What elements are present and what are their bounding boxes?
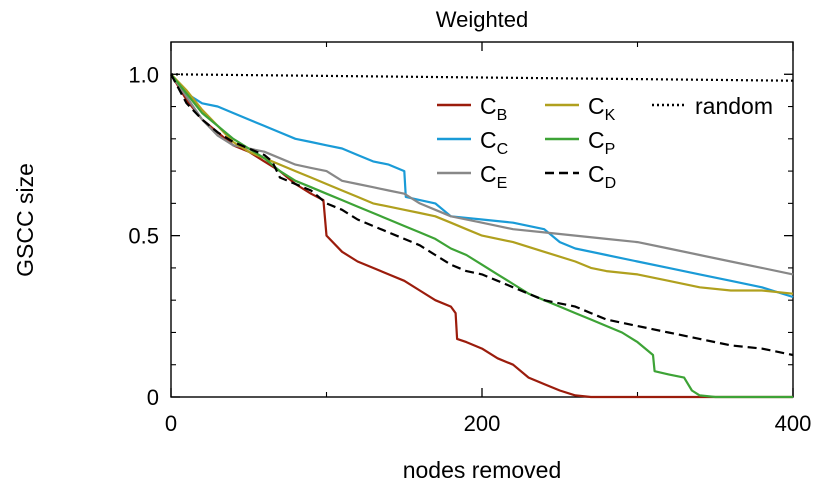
x-tick-label: 0: [165, 411, 177, 436]
series-line-cd: [170, 73, 794, 357]
x-tick-label: 200: [464, 411, 501, 436]
series-line-cp: [170, 73, 793, 399]
axis-ticks: 0 0.5 1.0 0 200 400: [128, 42, 811, 436]
y-axis-label: GSCC size: [12, 163, 38, 277]
series-layer: [170, 73, 794, 399]
series-line-random: [170, 73, 794, 82]
series-line-cc: [170, 73, 794, 299]
y-tick-label: 1.0: [128, 62, 159, 87]
legend-label: random: [695, 93, 773, 119]
series-line-ck: [170, 73, 794, 295]
chart-title: Weighted: [436, 7, 529, 32]
y-tick-label: 0.5: [128, 224, 159, 249]
x-tick-label: 400: [775, 411, 812, 436]
legend-label: CD: [588, 161, 616, 192]
legend-label: CC: [480, 127, 508, 158]
legend-label: CK: [588, 93, 616, 124]
legend-label: CB: [480, 93, 507, 124]
y-tick-label: 0: [147, 385, 159, 410]
legend-label: CE: [480, 161, 507, 192]
x-axis-label: nodes removed: [403, 457, 562, 483]
legend-label: CP: [588, 127, 615, 158]
